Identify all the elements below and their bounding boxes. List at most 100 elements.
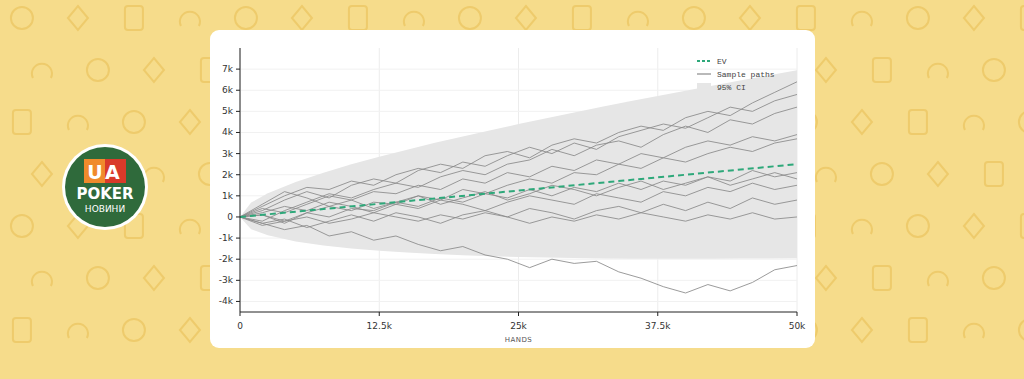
logo-text: POKER — [76, 185, 134, 203]
pattern-diamond — [68, 6, 88, 30]
pattern-coin — [1019, 111, 1024, 133]
sample-path — [240, 139, 797, 223]
pattern-coin — [123, 319, 145, 341]
canvas: UAPOKERНОВИНИ-4k-3k-2k-1k01k2k3k4k5k6k7k… — [0, 0, 1024, 379]
grid-line — [240, 69, 797, 70]
pattern-card — [13, 110, 31, 134]
pattern-diamond — [816, 58, 836, 82]
legend-swatch — [697, 73, 711, 74]
x-tick-label: 50k — [789, 321, 806, 331]
pattern-card — [349, 6, 367, 30]
pattern-horseshoe — [852, 12, 872, 26]
pattern-horseshoe — [32, 64, 52, 78]
pattern-horseshoe — [68, 324, 88, 338]
pattern-horseshoe — [964, 116, 984, 130]
pattern-horseshoe — [816, 168, 836, 182]
x-tick — [797, 312, 798, 316]
pattern-coin — [983, 267, 1005, 289]
pattern-horseshoe — [32, 272, 52, 286]
pattern-card — [985, 162, 1003, 186]
ev-line — [240, 164, 797, 217]
pattern-coin — [123, 111, 145, 133]
pattern-coin — [11, 215, 33, 237]
pattern-card — [909, 110, 927, 134]
x-tick — [379, 312, 380, 316]
pattern-horseshoe — [928, 64, 948, 78]
x-tick — [240, 312, 241, 316]
logo-disc — [65, 147, 145, 227]
pattern-diamond — [144, 266, 164, 290]
pattern-diamond — [852, 110, 872, 134]
pattern-diamond — [144, 58, 164, 82]
pattern-coin — [683, 7, 705, 29]
sample-path — [240, 171, 797, 226]
y-tick — [236, 301, 240, 302]
sample-path — [240, 217, 797, 293]
x-axis-label: HANDS — [505, 336, 533, 344]
grid — [240, 48, 797, 312]
pattern-horseshoe — [628, 12, 648, 26]
background — [0, 0, 1024, 379]
sample-path — [240, 198, 797, 228]
pattern-diamond — [32, 162, 52, 186]
pattern-diamond — [816, 266, 836, 290]
pattern-coin — [1019, 319, 1024, 341]
y-tick-label: 0 — [227, 212, 233, 222]
ci-band — [240, 70, 797, 259]
legend-label: 95% CI — [717, 83, 746, 92]
y-tick — [236, 90, 240, 91]
logo-text: UA — [87, 161, 123, 183]
pattern-horseshoe — [68, 116, 88, 130]
pattern-diamond — [292, 6, 312, 30]
y-tick-label: 6k — [222, 85, 234, 95]
pattern-card — [873, 58, 891, 82]
pattern-diamond — [852, 318, 872, 342]
y-tick — [236, 280, 240, 281]
pattern-card — [13, 318, 31, 342]
grid-line — [240, 259, 797, 260]
pattern-horseshoe — [852, 220, 872, 234]
pattern-diamond — [928, 162, 948, 186]
pattern-card — [797, 6, 815, 30]
legend-swatch — [697, 83, 711, 91]
chart-card — [210, 30, 815, 348]
pattern-coin — [87, 267, 109, 289]
pattern-diamond — [740, 6, 760, 30]
sample-path — [240, 173, 797, 217]
y-tick-label: 4k — [222, 127, 234, 137]
y-tick-label: 3k — [222, 149, 234, 159]
y-tick-label: -4k — [219, 296, 234, 306]
legend-swatch — [697, 60, 711, 62]
logo-text: НОВИНИ — [85, 204, 125, 214]
x-tick-label: 37.5k — [645, 321, 671, 331]
logo-ring — [62, 144, 148, 230]
y-axis-line — [240, 48, 241, 312]
pattern-coin — [11, 7, 33, 29]
pattern-card — [873, 266, 891, 290]
pattern-coin — [235, 7, 257, 29]
pattern-horseshoe — [180, 220, 200, 234]
pattern-card — [125, 6, 143, 30]
pattern-coin — [871, 163, 893, 185]
x-tick — [657, 312, 658, 316]
y-tick — [236, 174, 240, 175]
y-tick-label: -1k — [219, 233, 234, 243]
pattern-card — [1021, 214, 1024, 238]
pattern-coin — [459, 7, 481, 29]
y-tick — [236, 216, 240, 217]
legend-label: EV — [717, 57, 727, 66]
pattern-diamond — [180, 318, 200, 342]
plot-data — [240, 70, 797, 293]
y-tick — [236, 259, 240, 260]
pattern-coin — [907, 7, 929, 29]
y-tick — [236, 132, 240, 133]
grid-line — [240, 48, 241, 312]
x-tick-label: 25k — [510, 321, 527, 331]
pattern-horseshoe — [928, 272, 948, 286]
y-tick-label: 7k — [222, 64, 234, 74]
legend-label: Sample paths — [717, 70, 775, 79]
pattern-card — [1021, 6, 1024, 30]
grid-line — [240, 280, 797, 281]
pattern-coin — [87, 59, 109, 81]
pattern-horseshoe — [404, 12, 424, 26]
